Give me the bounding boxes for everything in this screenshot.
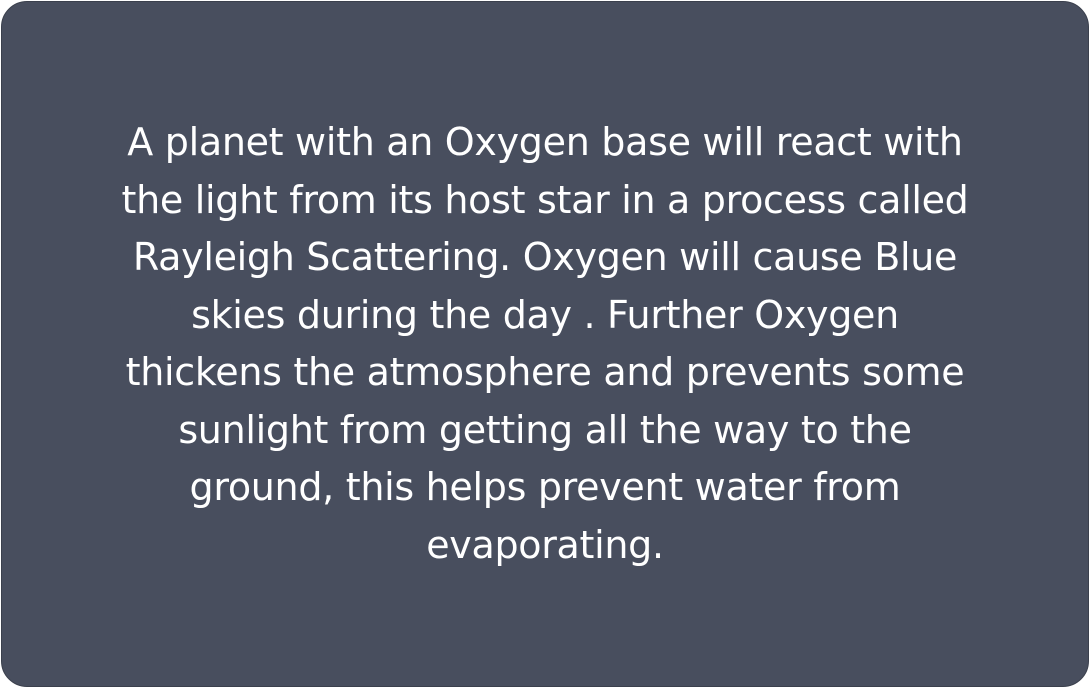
card-text-line: skies during the day . Further Oxygen	[191, 292, 899, 337]
card-text-line: thickens the atmosphere and prevents som…	[125, 350, 965, 394]
card-text-line: A planet with an Oxygen base will react …	[127, 120, 963, 164]
card-paragraph: A planet with an Oxygen base will react …	[95, 114, 995, 574]
card-text-line: the light from its host star in a proces…	[121, 177, 969, 222]
card-text-line: Rayleigh Scattering. Oxygen will cause B…	[132, 235, 958, 279]
card-text-line: sunlight from getting all the way to the	[178, 407, 912, 452]
card-text-line: evaporating.	[426, 522, 664, 567]
card-text-line: ground, this helps prevent water from	[189, 465, 901, 509]
